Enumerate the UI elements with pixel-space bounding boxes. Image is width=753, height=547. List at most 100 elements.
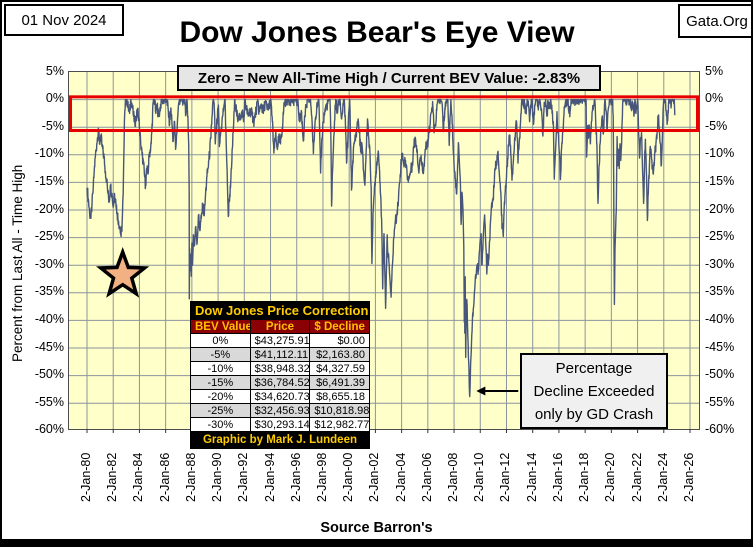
x-axis-tick-label: 2-Jan-22 xyxy=(629,452,644,502)
x-axis-tick-label: 2-Jan-90 xyxy=(210,452,225,502)
y-axis-tick-label: -35% xyxy=(34,284,64,299)
table-footer-row: Graphic by Mark J. Lundeen xyxy=(190,431,370,449)
x-axis-tick-label: 2-Jan-02 xyxy=(367,452,382,502)
y-axis-tick-label: -60% xyxy=(705,422,735,437)
x-axis-tick-label: 2-Jan-24 xyxy=(655,452,670,502)
table-cell: $36,784.52 xyxy=(249,375,311,390)
date-badge: 01 Nov 2024 xyxy=(4,4,124,36)
x-axis-tick-label: 2-Jan-18 xyxy=(577,452,592,502)
plot-area xyxy=(68,71,700,433)
crash-arrow-head xyxy=(476,386,486,396)
table-cell: $12,982.77 xyxy=(309,417,370,432)
x-axis-tick-label: 2-Jan-82 xyxy=(105,452,120,502)
x-axis-tick-label: 2-Jan-92 xyxy=(236,452,251,502)
annotation-line: only by GD Crash xyxy=(534,405,654,423)
x-axis-tick-label: 2-Jan-20 xyxy=(603,452,618,502)
table-cell: $41,112.11 xyxy=(249,347,311,362)
y-axis-tick-label: -10% xyxy=(705,146,735,161)
x-axis-tick-label: 2-Jan-86 xyxy=(157,452,172,502)
y-axis-tick-label: -55% xyxy=(705,394,735,409)
table-cell: $32,456.93 xyxy=(249,403,311,418)
y-axis-tick-label: -5% xyxy=(41,118,64,133)
table-header-cell: Price xyxy=(249,319,311,334)
y-axis-tick-label: 5% xyxy=(705,63,724,78)
table-title-row: Dow Jones Price Corrections xyxy=(190,301,370,320)
table-row: -10% $38,948.32 $4,327.59 xyxy=(190,361,370,376)
y-axis-tick-label: -20% xyxy=(34,201,64,216)
table-row: -20% $34,620.73 $8,655.18 xyxy=(190,389,370,404)
y-axis-tick-label: -25% xyxy=(705,229,735,244)
x-axis-tick-label: 2-Jan-04 xyxy=(393,452,408,502)
y-axis-tick-label: -45% xyxy=(34,339,64,354)
site-badge: Gata.Org xyxy=(678,4,751,38)
y-axis-tick-label: -50% xyxy=(705,367,735,382)
y-axis-tick-label: -35% xyxy=(705,284,735,299)
bev-series-line xyxy=(86,98,676,398)
table-cell: $2,163.80 xyxy=(309,347,370,362)
y-axis-tick-label: -15% xyxy=(34,173,64,188)
table-cell: $4,327.59 xyxy=(309,361,370,376)
x-axis-tick-label: 2-Jan-94 xyxy=(262,452,277,502)
y-axis-tick-label: -40% xyxy=(34,311,64,326)
table-cell: $6,491.39 xyxy=(309,375,370,390)
x-axis-tick-label: 2-Jan-14 xyxy=(524,452,539,502)
y-axis-title: Percent from Last All - Time High xyxy=(10,164,25,362)
table-header-cell: BEV Value xyxy=(190,319,251,334)
chart-title: Dow Jones Bear's Eye View xyxy=(179,16,575,49)
x-axis-tick-label: 2-Jan-26 xyxy=(682,452,696,502)
x-axis-tick-label: 2-Jan-08 xyxy=(446,452,461,502)
x-axis-tick-label: 2-Jan-98 xyxy=(314,452,329,502)
table-row: 0% $43,275.91 $0.00 xyxy=(190,333,370,348)
y-axis-tick-label: -50% xyxy=(34,367,64,382)
table-cell: $38,948.32 xyxy=(249,361,311,376)
table-credit: Graphic by Mark J. Lundeen xyxy=(190,431,370,449)
table-cell: $43,275.91 xyxy=(249,333,311,348)
table-cell: -20% xyxy=(190,389,251,404)
table-cell: -5% xyxy=(190,347,251,362)
table-row: -30% $30,293.14 $12,982.77 xyxy=(190,417,370,432)
x-axis-tick-label: 2-Jan-12 xyxy=(498,452,513,502)
y-axis-tick-label: -15% xyxy=(705,173,735,188)
table-title: Dow Jones Price Corrections xyxy=(190,301,370,320)
table-cell: -15% xyxy=(190,375,251,390)
gd-crash-annotation: Percentage Decline Exceeded only by GD C… xyxy=(520,353,668,429)
table-cell: -30% xyxy=(190,417,251,432)
y-axis-tick-label: -40% xyxy=(705,311,735,326)
table-cell: -25% xyxy=(190,403,251,418)
y-axis-tick-label: -20% xyxy=(705,201,735,216)
y-axis-tick-label: -45% xyxy=(705,339,735,354)
subtitle-banner: Zero = New All-Time High / Current BEV V… xyxy=(177,65,601,91)
x-axis-tick-label: 2-Jan-10 xyxy=(472,452,487,502)
table-row: -15% $36,784.52 $6,491.39 xyxy=(190,375,370,390)
y-axis-tick-label: -30% xyxy=(705,256,735,271)
annotation-line: Percentage xyxy=(555,359,633,377)
ath-band-outline xyxy=(69,95,699,133)
table-row: -5% $41,112.11 $2,163.80 xyxy=(190,347,370,362)
table-header-cell: $ Decline xyxy=(309,319,370,334)
bottom-bar xyxy=(2,539,751,545)
y-axis-tick-label: -30% xyxy=(34,256,64,271)
x-axis-tick-label: 2-Jan-96 xyxy=(288,452,303,502)
y-axis-tick-label: 0% xyxy=(705,91,724,106)
x-axis-tick-label: 2-Jan-16 xyxy=(550,452,565,502)
x-axis-tick-label: 2-Jan-80 xyxy=(79,452,93,502)
y-axis-tick-label: -25% xyxy=(34,229,64,244)
y-axis-tick-label: 0% xyxy=(45,91,64,106)
corrections-table: Dow Jones Price Corrections BEV Value Pri… xyxy=(190,301,370,449)
annotation-line: Decline Exceeded xyxy=(533,382,655,400)
table-cell: -10% xyxy=(190,361,251,376)
table-cell: 0% xyxy=(190,333,251,348)
y-axis-tick-label: -60% xyxy=(34,422,64,437)
y-axis-tick-label: -55% xyxy=(34,394,64,409)
table-cell: $8,655.18 xyxy=(309,389,370,404)
y-axis-tick-label: -10% xyxy=(34,146,64,161)
table-cell: $10,818.98 xyxy=(309,403,370,418)
x-axis-tick-label: 2-Jan-00 xyxy=(341,452,356,502)
x-axis-tick-label: 2-Jan-88 xyxy=(183,452,198,502)
bev-plot-svg xyxy=(69,72,699,433)
star-marker xyxy=(96,247,150,298)
source-label: Source Barron's xyxy=(320,520,433,536)
table-row: -25% $32,456.93 $10,818.98 xyxy=(190,403,370,418)
y-axis-tick-label: 5% xyxy=(45,63,64,78)
